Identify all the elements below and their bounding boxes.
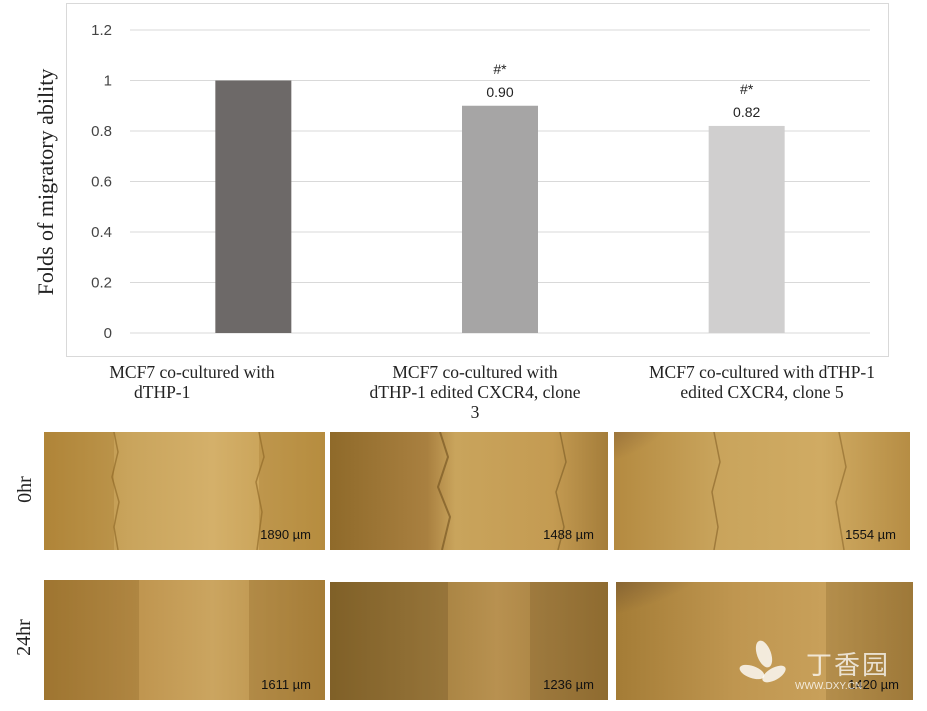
- micrograph-texture: [330, 432, 608, 550]
- x-category-label-3: MCF7 co-cultured with dTHP-1 edited CXCR…: [616, 362, 908, 402]
- micrograph-texture: [44, 432, 325, 550]
- micrograph-24hr-1: 1611 µm: [44, 580, 325, 700]
- x-category-label-3-line-1: MCF7 co-cultured with dTHP-1: [648, 362, 876, 382]
- y-tick-label: 1.2: [91, 22, 112, 39]
- measurement-0hr-3: 1554 µm: [845, 527, 896, 542]
- y-tick-label: 0.6: [91, 174, 112, 191]
- x-category-label-2: MCF7 co-cultured with dTHP-1 edited CXCR…: [334, 362, 616, 422]
- measurement-0hr-2: 1488 µm: [543, 527, 594, 542]
- micrograph-texture: [614, 432, 910, 550]
- micrograph-texture: [330, 582, 608, 700]
- x-category-label-1-line-2: dTHP-1: [134, 382, 191, 402]
- y-tick-label: 0.8: [91, 123, 112, 140]
- bar: [215, 80, 292, 333]
- data-label: 0.82: [733, 104, 760, 120]
- y-tick-label: 0.2: [91, 275, 112, 292]
- x-category-label-1-line-1: MCF7 co-cultured with: [109, 362, 275, 382]
- y-tick-label: 1: [104, 73, 112, 90]
- micrograph-0hr-3: 1554 µm: [614, 432, 910, 550]
- row-label-0hr: 0hr: [13, 476, 36, 503]
- watermark-logo-icon: [739, 640, 786, 683]
- x-category-label-2-line-1: MCF7 co-cultured with: [392, 362, 558, 382]
- y-tick-label: 0: [104, 325, 112, 342]
- x-category-label-2-line-3: 3: [470, 402, 480, 422]
- bar: [708, 125, 785, 333]
- micrograph-0hr-1: 1890 µm: [44, 432, 325, 550]
- measurement-0hr-1: 1890 µm: [260, 527, 311, 542]
- micrograph-0hr-2: 1488 µm: [330, 432, 608, 550]
- measurement-24hr-1: 1611 µm: [261, 677, 311, 692]
- measurement-24hr-2: 1236 µm: [543, 677, 594, 692]
- bar: [462, 105, 538, 333]
- micrograph-24hr-2: 1236 µm: [330, 582, 608, 700]
- y-tick-label: 0.4: [91, 224, 112, 241]
- row-label-24hr: 24hr: [12, 619, 35, 656]
- micrograph-texture: [44, 580, 325, 700]
- watermark-url: WWW.DXY.CN: [795, 681, 863, 692]
- x-category-label-1: MCF7 co-cultured with dTHP-1: [57, 362, 327, 402]
- significance-marker: #*: [740, 81, 754, 97]
- x-category-label-3-line-2: edited CXCR4, clone 5: [680, 382, 844, 402]
- watermark-text: 丁香园: [806, 651, 891, 681]
- x-category-label-2-line-2: dTHP-1 edited CXCR4, clone: [369, 382, 581, 402]
- measurement-24hr-3: 1420 µm: [848, 677, 899, 692]
- bar-chart: 0 0.2 0.4 0.6 0.8 1 1.2 0.90 #* 0.82 #*: [91, 22, 870, 342]
- significance-marker: #*: [493, 61, 507, 77]
- data-label: 0.90: [486, 84, 513, 100]
